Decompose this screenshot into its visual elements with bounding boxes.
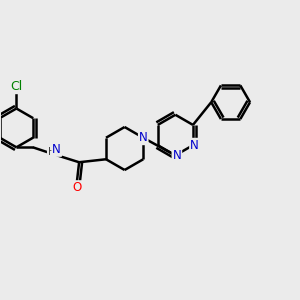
Text: N: N [52,143,61,156]
Text: H: H [48,147,56,157]
Text: N: N [190,139,199,152]
Text: N: N [172,149,181,162]
Text: N: N [139,131,148,144]
Text: O: O [72,181,81,194]
Text: Cl: Cl [10,80,22,93]
